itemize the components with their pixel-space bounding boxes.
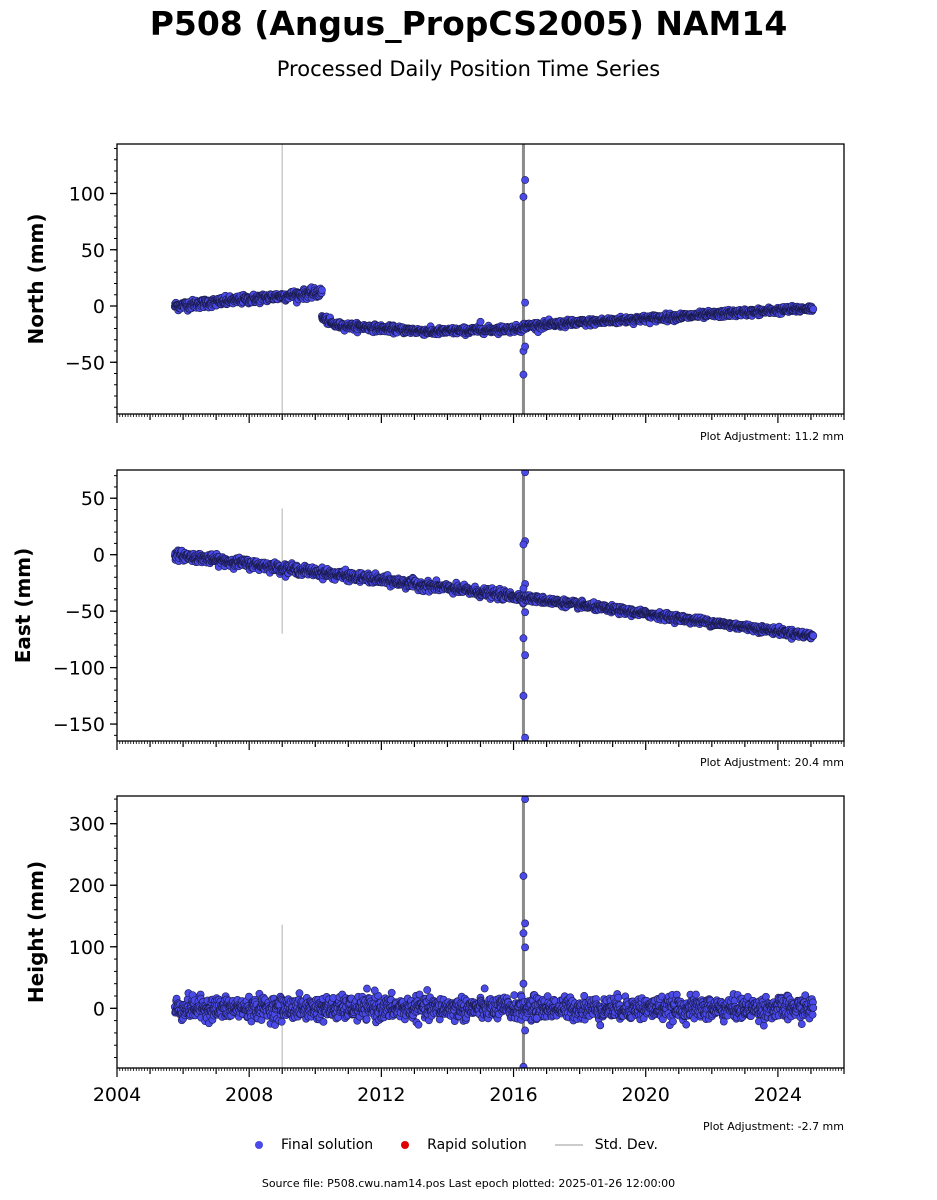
data-point bbox=[277, 1017, 286, 1026]
data-point bbox=[809, 631, 818, 640]
final-solution-series bbox=[170, 470, 818, 741]
outlier-point bbox=[519, 634, 528, 643]
outlier-point bbox=[521, 651, 530, 660]
y-axis-label: North (mm) bbox=[24, 213, 48, 344]
panel-2: −150 −100 −50 0 50 East (mm) Plot Adjustment: … bbox=[11, 469, 845, 769]
data-point bbox=[363, 984, 371, 993]
outlier-point bbox=[519, 370, 528, 379]
outlier-point bbox=[521, 342, 530, 351]
panel-1: −50 0 50 100 North (mm) Plot Adjustment: 11.2… bbox=[24, 143, 845, 443]
y-tick-label: −100 bbox=[53, 658, 105, 680]
outlier-point bbox=[476, 317, 485, 326]
plot-area bbox=[170, 470, 818, 741]
outlier-point bbox=[519, 691, 528, 700]
outlier-point bbox=[519, 540, 528, 549]
outlier-point bbox=[521, 298, 530, 307]
chart-subtitle: Processed Daily Position Time Series bbox=[276, 57, 661, 81]
final-solution-series bbox=[170, 176, 818, 379]
chart-title: P508 (Angus_PropCS2005) NAM14 bbox=[149, 4, 788, 43]
data-point bbox=[295, 989, 304, 998]
outlier-point bbox=[519, 584, 528, 593]
y-axis-label: East (mm) bbox=[11, 548, 35, 664]
data-point bbox=[362, 1015, 371, 1024]
outlier-point bbox=[519, 192, 528, 201]
plot-adjustment-note: Plot Adjustment: 11.2 mm bbox=[700, 430, 844, 443]
plot-area bbox=[170, 144, 818, 414]
data-point bbox=[387, 988, 396, 997]
y-tick-label: 50 bbox=[81, 488, 105, 510]
plot-frame bbox=[116, 143, 845, 415]
final-solution-series bbox=[170, 796, 818, 1068]
y-tick-label: 0 bbox=[93, 296, 105, 318]
plot-area bbox=[170, 796, 818, 1068]
outlier-point bbox=[521, 608, 530, 617]
data-point bbox=[317, 286, 326, 294]
data-point bbox=[319, 1018, 328, 1026]
plot-adjustment-note: Plot Adjustment: 20.4 mm bbox=[700, 756, 844, 769]
data-point bbox=[809, 305, 818, 313]
outlier-point bbox=[521, 733, 530, 741]
y-tick-label: 0 bbox=[93, 545, 105, 567]
y-tick-label: −50 bbox=[65, 352, 105, 374]
y-tick-label: 50 bbox=[81, 240, 105, 262]
y-tick-label: −150 bbox=[53, 714, 105, 736]
y-tick-label: −50 bbox=[65, 601, 105, 623]
y-tick-label: 100 bbox=[69, 184, 105, 206]
outlier-point bbox=[521, 176, 530, 184]
plot-frame bbox=[116, 469, 845, 742]
